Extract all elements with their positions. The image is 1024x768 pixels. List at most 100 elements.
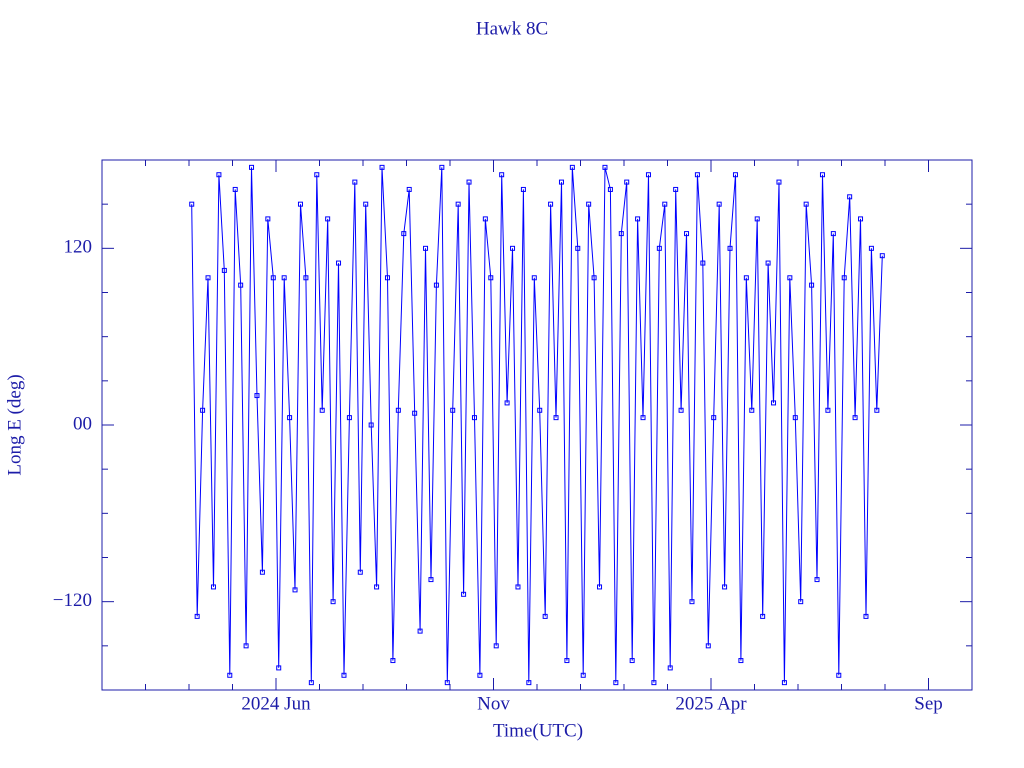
point-marker	[645, 172, 651, 178]
point-marker	[384, 275, 390, 281]
point-marker	[564, 658, 570, 664]
point-marker	[270, 275, 276, 281]
point-marker	[836, 672, 842, 678]
point-marker	[221, 267, 227, 273]
point-marker	[684, 231, 690, 237]
point-marker	[819, 172, 825, 178]
point-marker	[336, 260, 342, 266]
point-marker	[308, 680, 314, 686]
point-marker	[776, 179, 782, 185]
point-marker	[678, 407, 684, 413]
point-marker	[537, 407, 543, 413]
point-marker	[667, 665, 673, 671]
chart-title: Hawk 8C	[476, 18, 548, 39]
point-marker	[232, 186, 238, 192]
point-marker	[395, 407, 401, 413]
point-marker	[379, 164, 385, 170]
point-marker	[803, 201, 809, 207]
point-marker	[357, 569, 363, 575]
point-marker	[868, 245, 874, 251]
point-marker	[531, 275, 537, 281]
point-marker	[412, 410, 418, 416]
point-marker	[346, 415, 352, 421]
point-marker	[200, 407, 206, 413]
point-marker	[847, 194, 853, 200]
point-marker	[575, 245, 581, 251]
point-marker	[580, 672, 586, 678]
point-marker	[798, 599, 804, 605]
point-marker	[602, 164, 608, 170]
point-marker	[618, 231, 624, 237]
point-marker	[249, 164, 255, 170]
point-marker	[314, 172, 320, 178]
point-marker	[205, 275, 211, 281]
x-tick-label: 2025 Apr	[675, 693, 747, 714]
point-marker	[852, 415, 858, 421]
point-marker	[319, 407, 325, 413]
point-marker	[700, 260, 706, 266]
point-marker	[450, 407, 456, 413]
point-marker	[787, 275, 793, 281]
point-marker	[771, 400, 777, 406]
point-marker	[265, 216, 271, 222]
x-tick-label: 2024 Jun	[241, 693, 311, 714]
point-marker	[814, 577, 820, 583]
point-marker	[586, 201, 592, 207]
point-marker	[863, 613, 869, 619]
point-marker	[423, 245, 429, 251]
point-marker	[417, 628, 423, 634]
point-marker	[624, 179, 630, 185]
point-marker	[548, 201, 554, 207]
series-line	[191, 167, 883, 683]
point-marker	[303, 275, 309, 281]
point-marker	[542, 613, 548, 619]
point-marker	[330, 599, 336, 605]
point-marker	[754, 216, 760, 222]
point-marker	[515, 584, 521, 590]
x-axis-label: Time(UTC)	[493, 720, 583, 741]
point-marker	[749, 407, 755, 413]
point-marker	[194, 613, 200, 619]
point-marker	[254, 393, 260, 399]
point-marker	[510, 245, 516, 251]
point-marker	[591, 275, 597, 281]
point-marker	[520, 186, 526, 192]
x-tick-label: Sep	[914, 693, 943, 714]
point-marker	[607, 186, 613, 192]
point-marker	[858, 216, 864, 222]
point-marker	[281, 275, 287, 281]
point-marker	[297, 201, 303, 207]
point-marker	[227, 672, 233, 678]
point-marker	[635, 216, 641, 222]
point-marker	[488, 275, 494, 281]
point-marker	[363, 201, 369, 207]
point-marker	[629, 658, 635, 664]
point-marker	[471, 415, 477, 421]
point-marker	[781, 680, 787, 686]
point-marker	[238, 282, 244, 288]
point-marker	[368, 422, 374, 428]
point-marker	[694, 172, 700, 178]
point-marker	[401, 231, 407, 237]
point-marker	[390, 658, 396, 664]
point-marker	[711, 415, 717, 421]
point-marker	[482, 216, 488, 222]
point-marker	[656, 245, 662, 251]
point-marker	[662, 201, 668, 207]
point-marker	[569, 164, 575, 170]
point-marker	[466, 179, 472, 185]
point-marker	[738, 658, 744, 664]
point-marker	[499, 172, 505, 178]
point-marker	[439, 164, 445, 170]
point-marker	[259, 569, 265, 575]
point-marker	[216, 172, 222, 178]
point-marker	[613, 680, 619, 686]
point-marker	[558, 179, 564, 185]
point-marker	[444, 680, 450, 686]
point-marker	[210, 584, 216, 590]
point-marker	[504, 400, 510, 406]
point-marker	[553, 415, 559, 421]
point-marker	[727, 245, 733, 251]
y-axis-label: Long E (deg)	[4, 374, 25, 475]
